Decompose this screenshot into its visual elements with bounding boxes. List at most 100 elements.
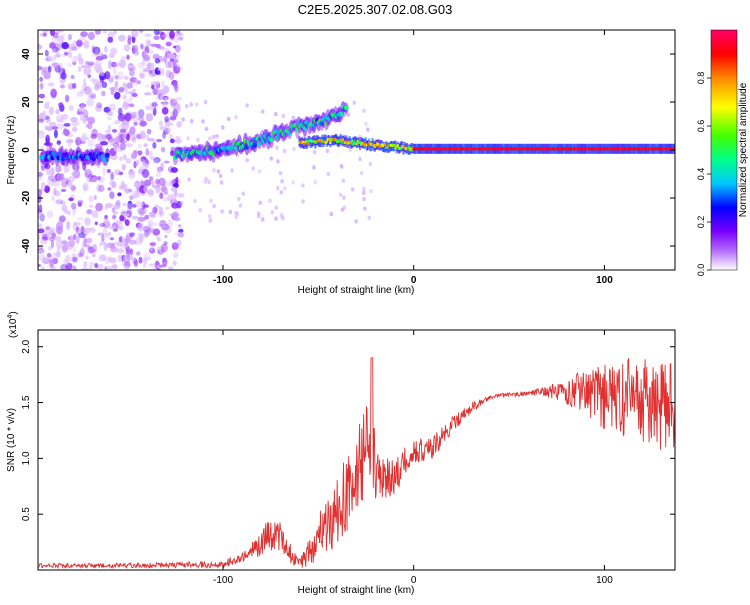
noise-blob [119,226,125,230]
noise-blob [103,30,107,34]
main-line-peak [625,147,628,151]
noise-blob [144,229,149,238]
noise-blob [78,232,86,239]
noise-blob [48,106,54,116]
noise-blob [164,234,168,239]
main-line-peak [547,147,550,151]
noise-blob [362,108,366,114]
noise-blob [77,53,82,61]
noise-blob [41,266,45,270]
noise-blob [160,243,168,253]
noise-blob [137,116,145,122]
noise-blob [40,239,48,245]
noise-blob [161,107,169,115]
noise-blob [64,94,70,103]
noise-blob [72,162,76,170]
noise-blob [102,227,108,236]
noise-blob [38,44,43,50]
noise-blob [79,140,86,145]
main-line-peak [642,147,645,151]
noise-blob [73,234,77,240]
noise-blob [280,179,284,184]
noise-blob [59,200,66,206]
x-tick-label: 100 [596,275,613,286]
main-line-peak [570,147,573,151]
noise-blob [133,121,138,126]
main-line-peak [578,147,581,151]
noise-blob [131,215,139,220]
noise-blob [171,202,180,209]
snr-y-ticks: 0.5 1.0 1.5 2.0 [21,339,675,521]
noise-blob [152,53,160,60]
noise-blob [71,171,77,177]
noise-blob [55,199,64,205]
noise-blob [152,88,158,96]
noise-blob [67,176,76,183]
main-line-peak [611,147,614,151]
noise-blob [149,247,156,254]
noise-blob [38,195,42,203]
noise-blob [177,193,185,198]
noise-blob [127,35,132,40]
noise-blob [279,213,284,218]
noise-blob [86,97,94,107]
noise-blob [149,102,155,112]
noise-blob [124,243,130,251]
noise-blob [72,222,78,231]
main-line-peak [332,138,335,142]
snr-series-line [38,357,675,569]
main-line-peak [603,147,606,151]
noise-blob [137,61,145,70]
noise-blob [46,227,51,234]
noise-blob [67,84,74,91]
main-line-peak [514,147,517,151]
noise-blob [145,39,152,47]
noise-blob [60,188,67,193]
noise-blob [87,209,92,215]
noise-blob [207,179,211,185]
colorbar-ticks: 0.0 0.2 0.4 0.6 0.8 [696,72,711,276]
main-line-peak [356,139,359,143]
main-line-peak [307,142,310,146]
noise-blob [71,46,78,51]
noise-blob [138,208,145,216]
snr-frame [37,329,676,571]
main-line-peak [329,141,332,144]
noise-blob [126,203,133,212]
noise-blob [228,209,233,215]
noise-blob [369,188,373,194]
noise-blob [85,237,93,244]
noise-blob [125,235,130,244]
noise-blob [108,225,116,230]
noise-blob [75,136,82,146]
noise-blob [152,228,161,236]
noise-blob [90,176,97,183]
noise-blob [56,35,65,43]
noise-blob [291,180,296,185]
noise-blob [86,177,90,184]
noise-blob [45,134,50,144]
noise-blob [125,246,131,254]
main-line-peak [544,147,547,151]
noise-blob [45,137,50,146]
noise-blob [77,252,83,258]
noise-blob [112,214,117,220]
snr-marks [38,357,675,569]
noise-blob [173,65,181,74]
noise-blob [146,128,152,135]
noise-blob [155,70,161,75]
main-line-peak [598,147,601,151]
noise-blob [170,167,178,173]
noise-blob [147,62,155,70]
main-line-peak [348,141,351,145]
noise-blob [97,263,104,270]
noise-blob [117,221,123,231]
spectral-peak [105,152,110,158]
noise-blob [258,200,263,205]
noise-blob [96,102,103,109]
noise-blob [108,52,115,59]
snr-y-scale-factor: (x104) [7,311,19,338]
noise-blob [88,265,94,270]
noise-blob [117,71,125,80]
